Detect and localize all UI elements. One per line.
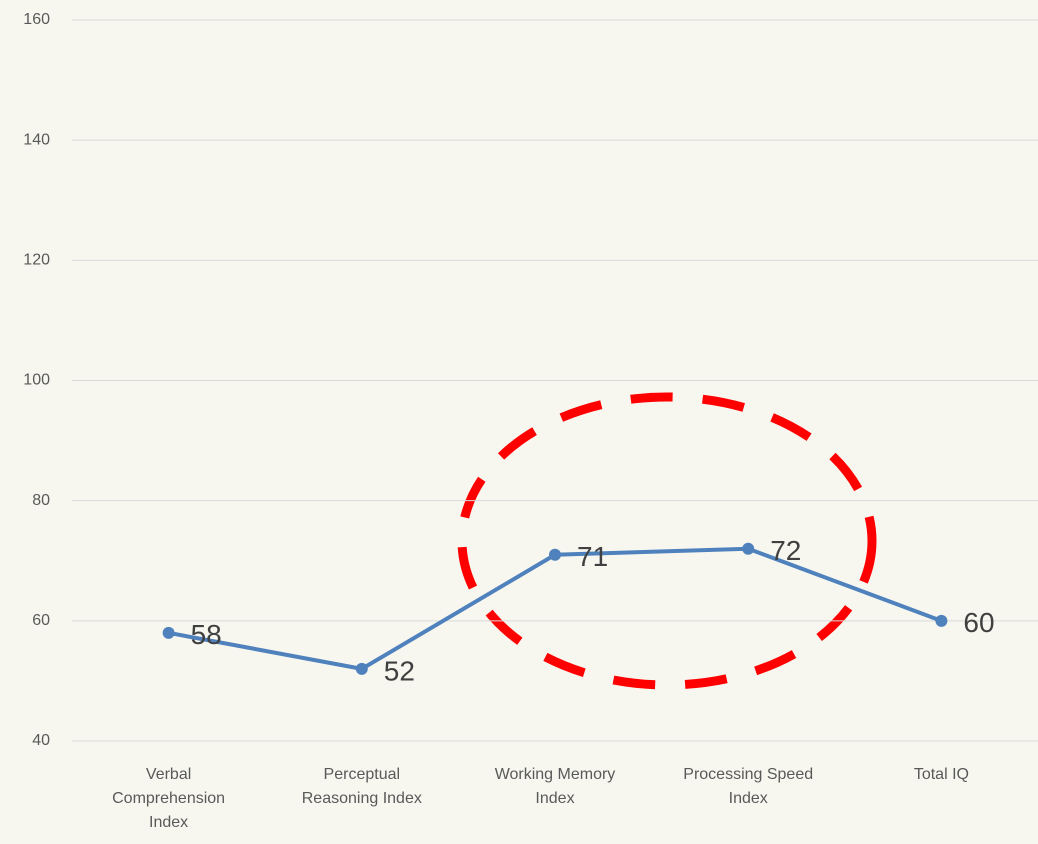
- x-tick-label: Processing Speed Index: [683, 766, 813, 807]
- y-tick-label: 80: [32, 492, 50, 509]
- point: [162, 626, 175, 639]
- data-label: 58: [191, 619, 222, 650]
- y-tick-label: 60: [32, 612, 50, 629]
- y-tick-label: 160: [23, 11, 50, 28]
- y-tick-label: 100: [23, 372, 50, 389]
- x-tick-label: Verbal Comprehension Index: [112, 766, 225, 831]
- x-tick-label: Total IQ: [914, 766, 969, 783]
- point: [549, 548, 561, 561]
- highlight-ellipse: [457, 392, 877, 690]
- y-tick-label: 120: [23, 252, 50, 269]
- point: [742, 542, 755, 555]
- y-tick-label: 40: [32, 732, 50, 749]
- x-tick-label: Working Memory Index: [495, 766, 616, 807]
- x-tick-label: Perceptual Reasoning Index: [302, 766, 422, 807]
- data-label: 60: [963, 607, 994, 638]
- data-label: 52: [384, 655, 415, 686]
- data-label: 72: [770, 535, 801, 566]
- y-tick-label: 140: [23, 131, 50, 148]
- point: [355, 662, 368, 675]
- point: [935, 614, 948, 627]
- data-label: 71: [577, 541, 608, 572]
